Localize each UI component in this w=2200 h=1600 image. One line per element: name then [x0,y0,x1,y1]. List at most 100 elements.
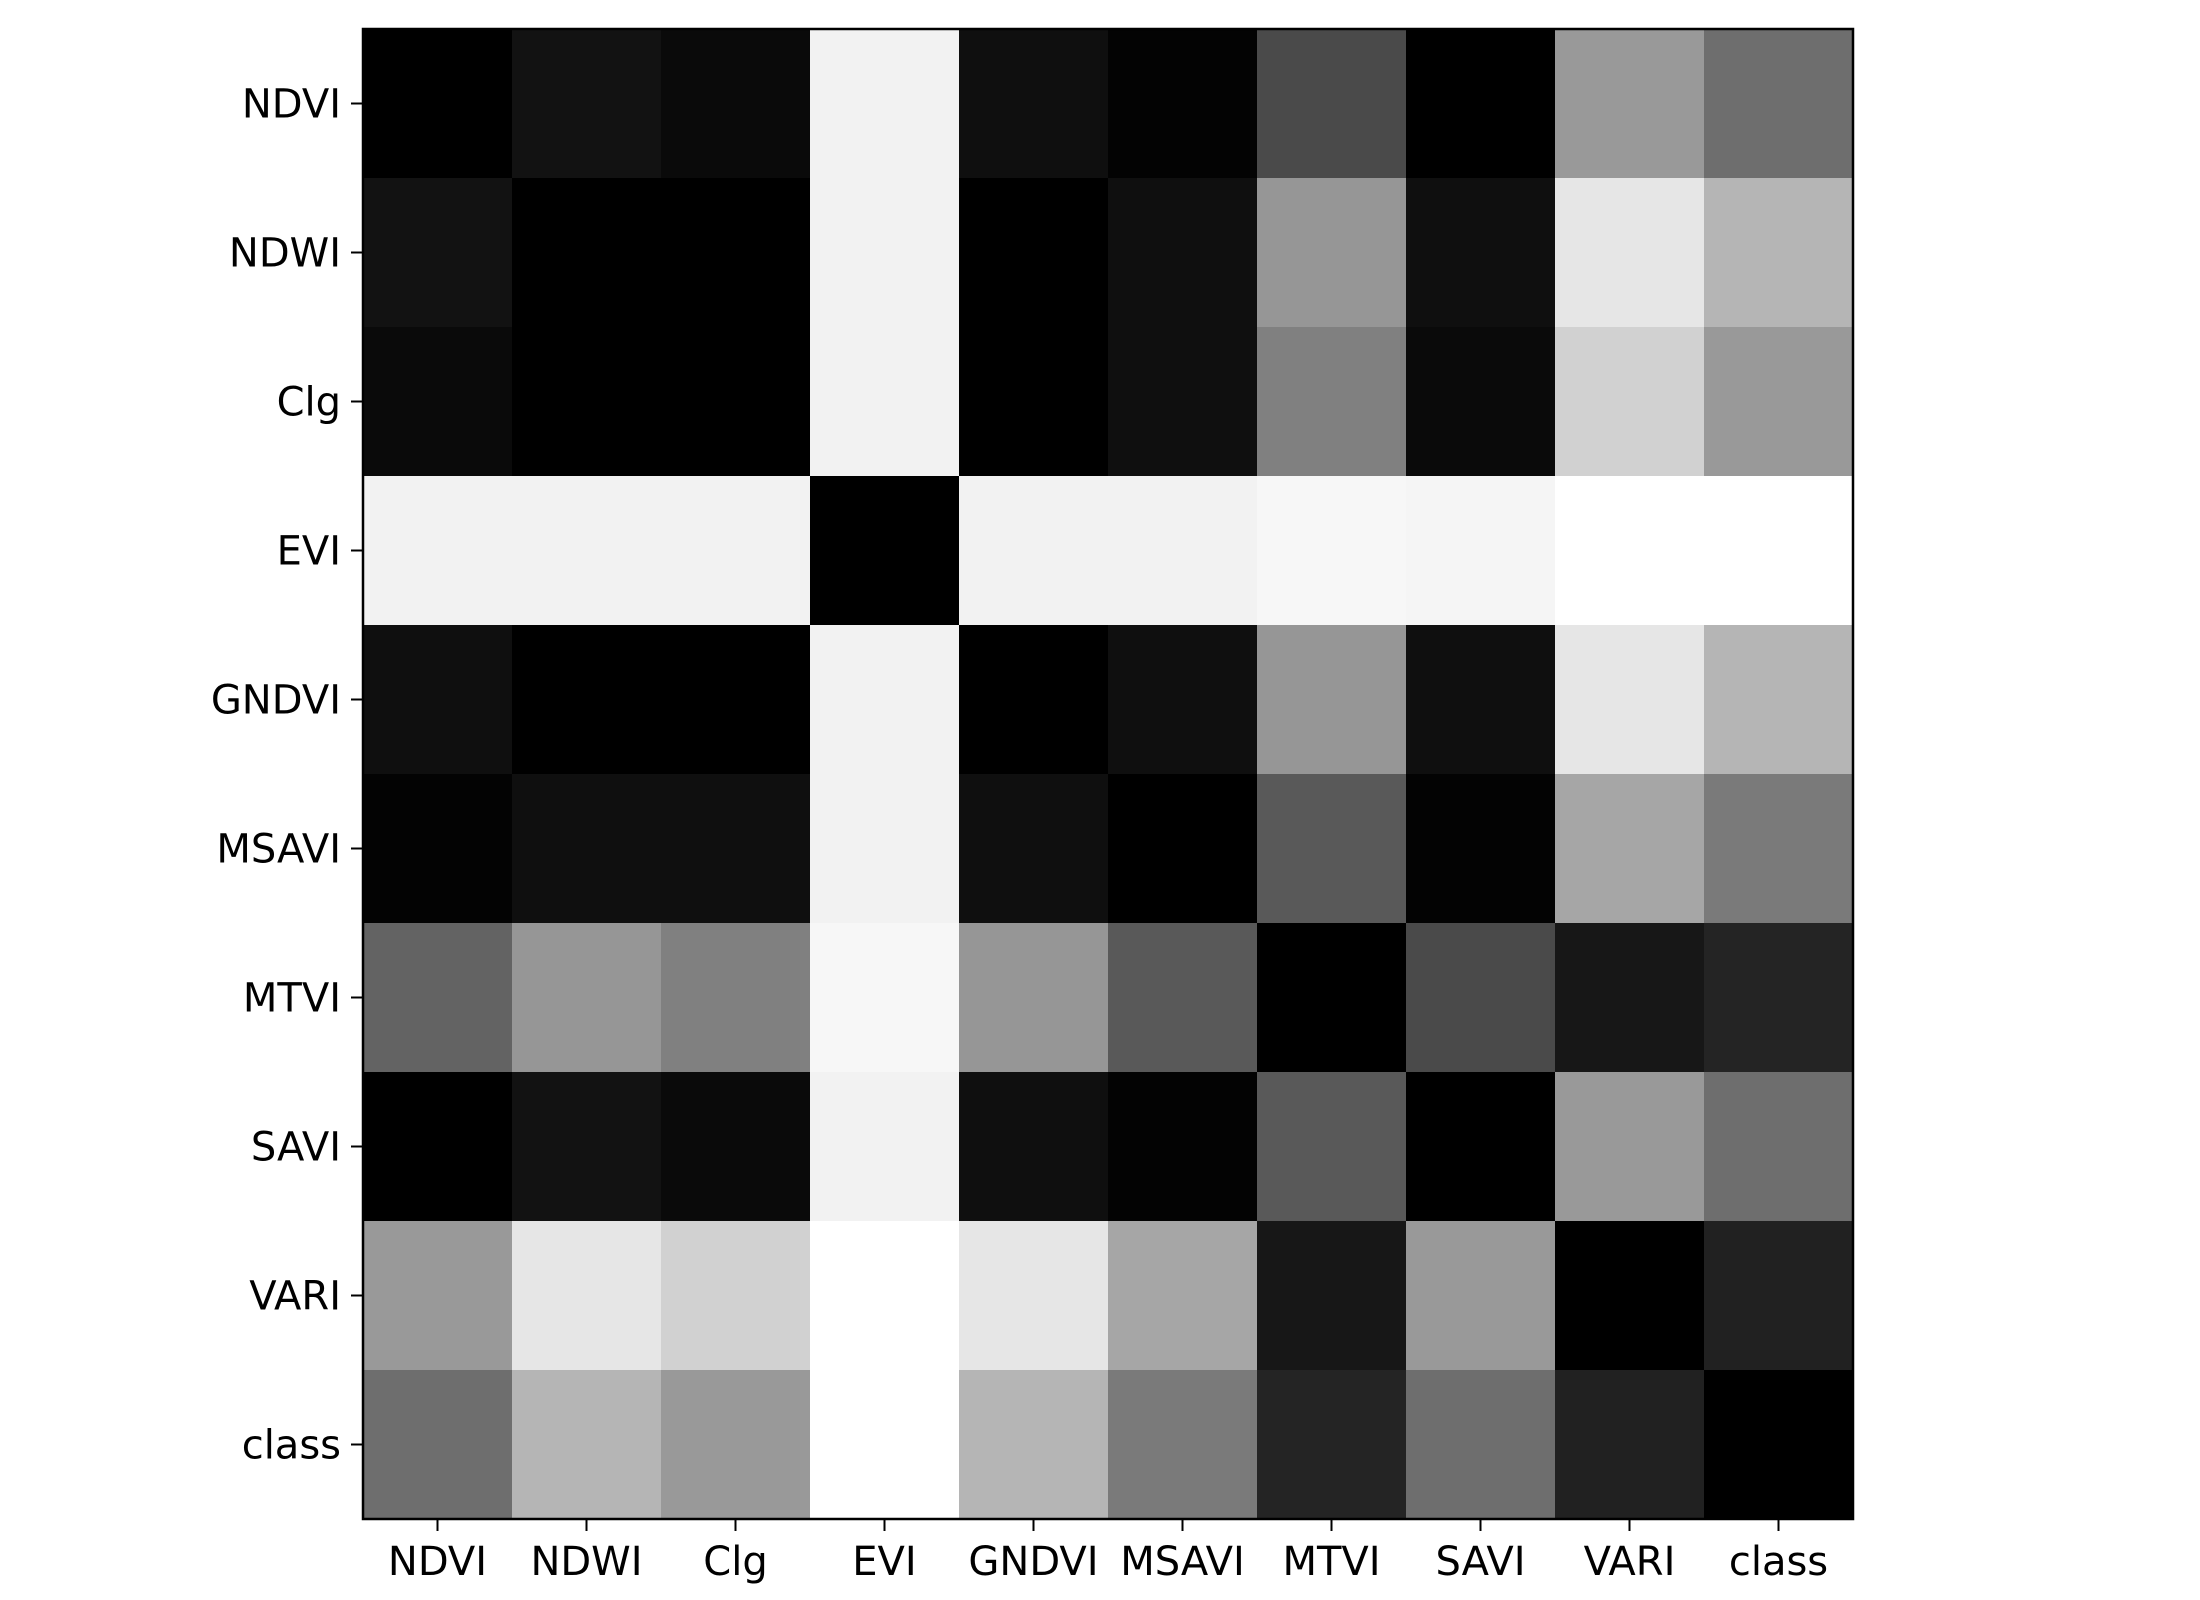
heatmap-cell [1108,1370,1258,1520]
heatmap-cell [363,774,513,924]
heatmap-cell [959,923,1109,1073]
heatmap-cell [1257,178,1407,328]
heatmap-cell [363,923,513,1073]
y-axis: NDVI NDWI Clg EVI GNDVI MSAVI MTVI SAVI VARI clas… [211,82,363,1469]
heatmap-cell [363,327,513,477]
heatmap-cell [810,327,960,477]
x-tick-label: EVI [852,1539,916,1585]
heatmap-cell [1257,327,1407,477]
heatmap-cell [1108,625,1258,775]
heatmap-cell [1257,774,1407,924]
heatmap-cell [363,1221,513,1371]
x-tick-label: Clg [703,1539,767,1585]
heatmap-cell [1704,1221,1854,1371]
heatmap-cell [1108,774,1258,924]
heatmap-cell [1108,1221,1258,1371]
heatmap-cell [1108,923,1258,1073]
y-tick-label: SAVI [251,1125,341,1171]
heatmap-cell [1555,1221,1705,1371]
heatmap-cell [661,1370,811,1520]
heatmap-cell [661,774,811,924]
x-tick-label: GNDVI [968,1539,1098,1585]
heatmap-cell [959,1370,1109,1520]
heatmap-cell [661,178,811,328]
heatmap-cell [810,178,960,328]
heatmap-cell [1257,1221,1407,1371]
heatmap-cell [959,1072,1109,1222]
heatmap-cell [1108,327,1258,477]
heatmap-cell [1406,1072,1556,1222]
heatmap-cell [363,29,513,179]
heatmap-cell [512,1221,662,1371]
heatmap-cell [1555,1370,1705,1520]
heatmap-cell [1406,625,1556,775]
heatmap-cell [1257,923,1407,1073]
heatmap-cell [810,1370,960,1520]
heatmap-cell [959,625,1109,775]
x-tick-label: MSAVI [1120,1539,1245,1585]
heatmap-cell [512,327,662,477]
heatmap-cell [1406,476,1556,626]
heatmap-cell [661,1072,811,1222]
heatmap-cell [1555,923,1705,1073]
y-tick-label: MTVI [243,976,341,1022]
plot-frame [361,27,1855,1521]
heatmap-cell [1704,178,1854,328]
heatmap-cell [1555,178,1705,328]
heatmap-cell [1406,1370,1556,1520]
heatmap-cell [810,29,960,179]
heatmap-cell [959,1221,1109,1371]
heatmap-cell [959,178,1109,328]
heatmap-cell [1108,29,1258,179]
heatmap-cell [363,625,513,775]
heatmap-cell [363,178,513,328]
heatmap-cell [810,1221,960,1371]
heatmap-cell [1257,476,1407,626]
heatmap-cell [1555,625,1705,775]
heatmap-cell [1108,1072,1258,1222]
heatmap-cell [1406,1221,1556,1371]
x-tick-label: NDVI [388,1539,487,1585]
x-tick-label: NDWI [530,1539,642,1585]
heatmap-cell [1406,178,1556,328]
heatmap-cell [810,774,960,924]
heatmap-cell [1555,476,1705,626]
heatmap-cell [810,923,960,1073]
y-tick-label: class [242,1423,341,1469]
x-tick-label: class [1729,1539,1828,1585]
x-axis: NDVI NDWI Clg EVI GNDVI MSAVI MTVI SAVI VARI clas… [388,1519,1828,1585]
y-tick-label: MSAVI [216,827,341,873]
y-tick-label: Clg [277,380,341,426]
heatmap-cell [1108,476,1258,626]
heatmap-cell [1704,923,1854,1073]
heatmap-cell [810,625,960,775]
heatmap-cell [363,1072,513,1222]
heatmap-cell [1257,1370,1407,1520]
heatmap-cell [512,923,662,1073]
heatmap-cell [1406,29,1556,179]
heatmap-cell [1704,29,1854,179]
heatmap-cell [1555,327,1705,477]
heatmap-cell [363,1370,513,1520]
heatmap-cell [1555,774,1705,924]
heatmap-cell [1555,1072,1705,1222]
heatmap-cells [363,29,1854,1520]
heatmap-cell [1704,1072,1854,1222]
x-tick-label: MTVI [1282,1539,1380,1585]
heatmap-cell [959,476,1109,626]
heatmap-cell [810,476,960,626]
heatmap-cell [661,923,811,1073]
y-tick-label: EVI [277,529,341,575]
heatmap-cell [661,1221,811,1371]
heatmap-cell [512,476,662,626]
y-tick-label: NDWI [229,231,341,277]
y-tick-label: GNDVI [211,678,341,724]
heatmap-cell [363,476,513,626]
heatmap-cell [661,625,811,775]
heatmap-cell [1704,476,1854,626]
heatmap-cell [512,1072,662,1222]
y-tick-label: NDVI [242,82,341,128]
heatmap-cell [512,774,662,924]
heatmap-cell [959,29,1109,179]
heatmap-cell [512,625,662,775]
